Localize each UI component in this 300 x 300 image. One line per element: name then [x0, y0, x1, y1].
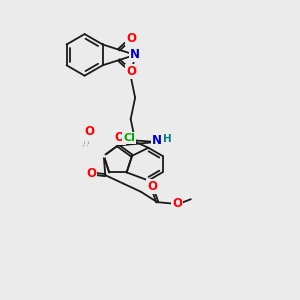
Text: O: O [147, 180, 157, 193]
Text: Cl: Cl [123, 133, 135, 143]
Text: O: O [85, 125, 95, 138]
Text: O: O [172, 196, 182, 210]
Text: O: O [126, 32, 136, 45]
Text: O: O [126, 65, 136, 78]
Text: N: N [130, 48, 140, 62]
Text: N: N [152, 134, 162, 147]
Text: H: H [164, 134, 172, 144]
Text: O: O [115, 131, 125, 144]
Text: O: O [86, 167, 96, 180]
